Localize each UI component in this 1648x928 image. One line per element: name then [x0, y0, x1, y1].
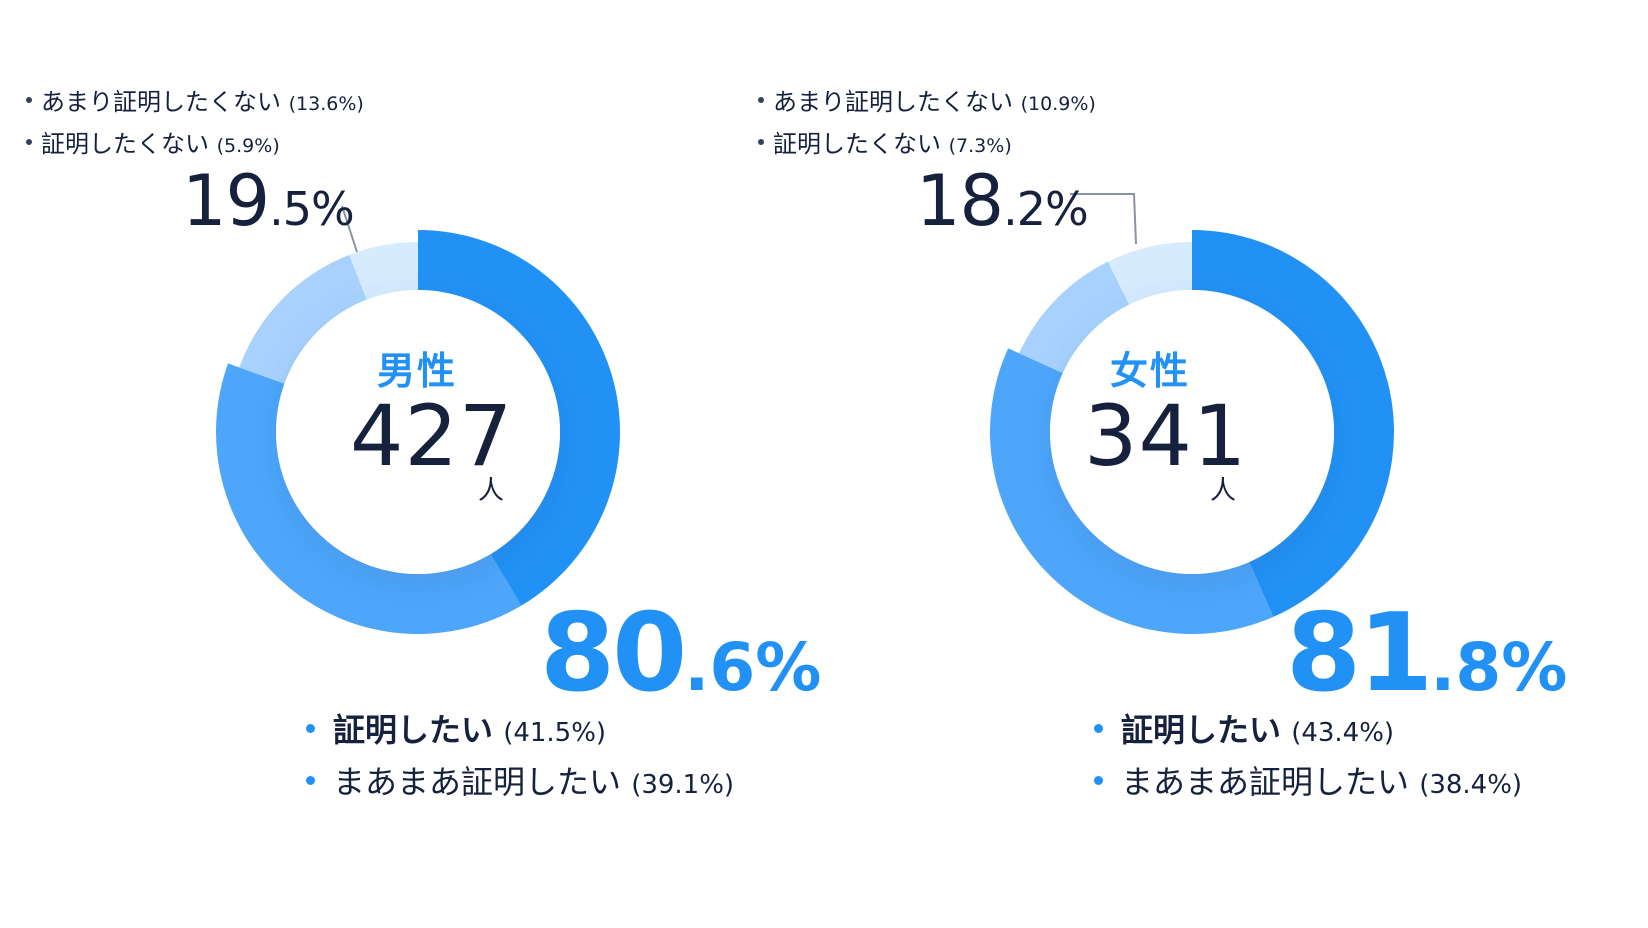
negative-total-male: 19.5%: [182, 160, 355, 242]
leader-line: [1070, 193, 1137, 245]
legend-item-willing: 証明したい (41.5%): [306, 704, 734, 756]
slice-somewhat-unwilling: [239, 254, 367, 384]
legend-value: (13.6%): [288, 93, 364, 115]
slice-unwilling: [1107, 242, 1192, 305]
legend-item-somewhat-willing: まあまあ証明したい (38.4%): [1094, 756, 1522, 808]
legend-value: (10.9%): [1020, 93, 1096, 115]
legend-value: (41.5%): [503, 718, 607, 748]
positive-legend-female: 証明したい (43.4%) まあまあ証明したい (38.4%): [1094, 704, 1522, 808]
center-count-male: 427: [350, 387, 514, 485]
legend-dot: [1094, 723, 1103, 733]
legend-value: (5.9%): [216, 135, 280, 157]
legend-item-somewhat-willing: まあまあ証明したい (39.1%): [306, 756, 734, 808]
center-title-male: 男性: [377, 349, 458, 393]
legend-dot: [26, 97, 32, 103]
slice-somewhat-willing: [990, 348, 1274, 634]
positive-total-female: 81.8%: [1286, 591, 1568, 716]
legend-item-unwilling: 証明したくない (7.3%): [758, 124, 1096, 166]
legend-dot: [306, 723, 315, 733]
leader-line: [341, 205, 358, 253]
legend-item-unwilling: 証明したくない (5.9%): [26, 124, 364, 166]
slice-willing: [1192, 230, 1394, 617]
legend-dot: [26, 139, 32, 145]
center-unit-female: 人: [1210, 476, 1237, 506]
legend-value: (39.1%): [631, 770, 735, 800]
legend-item-somewhat-unwilling: あまり証明したくない (13.6%): [26, 82, 364, 124]
legend-value: (43.4%): [1291, 718, 1395, 748]
slice-somewhat-willing: [215, 363, 522, 634]
slice-unwilling: [349, 242, 418, 300]
positive-legend-male: 証明したい (41.5%) まあまあ証明したい (39.1%): [306, 704, 734, 808]
donut-chart-female: [990, 193, 1394, 634]
center-title-female: 女性: [1110, 349, 1191, 393]
center-unit-male: 人: [478, 476, 505, 506]
legend-item-willing: 証明したい (43.4%): [1094, 704, 1522, 756]
legend-value: (38.4%): [1419, 770, 1523, 800]
negative-total-female: 18.2%: [916, 160, 1089, 242]
slice-somewhat-unwilling: [1019, 261, 1130, 374]
legend-dot: [1094, 775, 1103, 785]
negative-legend-male: あまり証明したくない (13.6%) 証明したくない (5.9%): [26, 82, 364, 166]
legend-item-somewhat-unwilling: あまり証明したくない (10.9%): [758, 82, 1096, 124]
legend-dot: [306, 775, 315, 785]
positive-total-male: 80.6%: [540, 591, 822, 716]
donut-hole: [1050, 290, 1334, 574]
center-count-female: 341: [1084, 387, 1248, 485]
negative-legend-female: あまり証明したくない (10.9%) 証明したくない (7.3%): [758, 82, 1096, 166]
legend-value: (7.3%): [948, 135, 1012, 157]
donut-hole: [276, 290, 560, 574]
legend-dot: [758, 97, 764, 103]
donut-chart-male: [215, 205, 620, 634]
donut-panel-male: あまり証明したくない (13.6%) 証明したくない (5.9%) 19.5% …: [26, 82, 822, 808]
legend-dot: [758, 139, 764, 145]
donut-panel-female: あまり証明したくない (10.9%) 証明したくない (7.3%) 18.2% …: [758, 0, 1598, 928]
slice-willing: [418, 230, 620, 606]
